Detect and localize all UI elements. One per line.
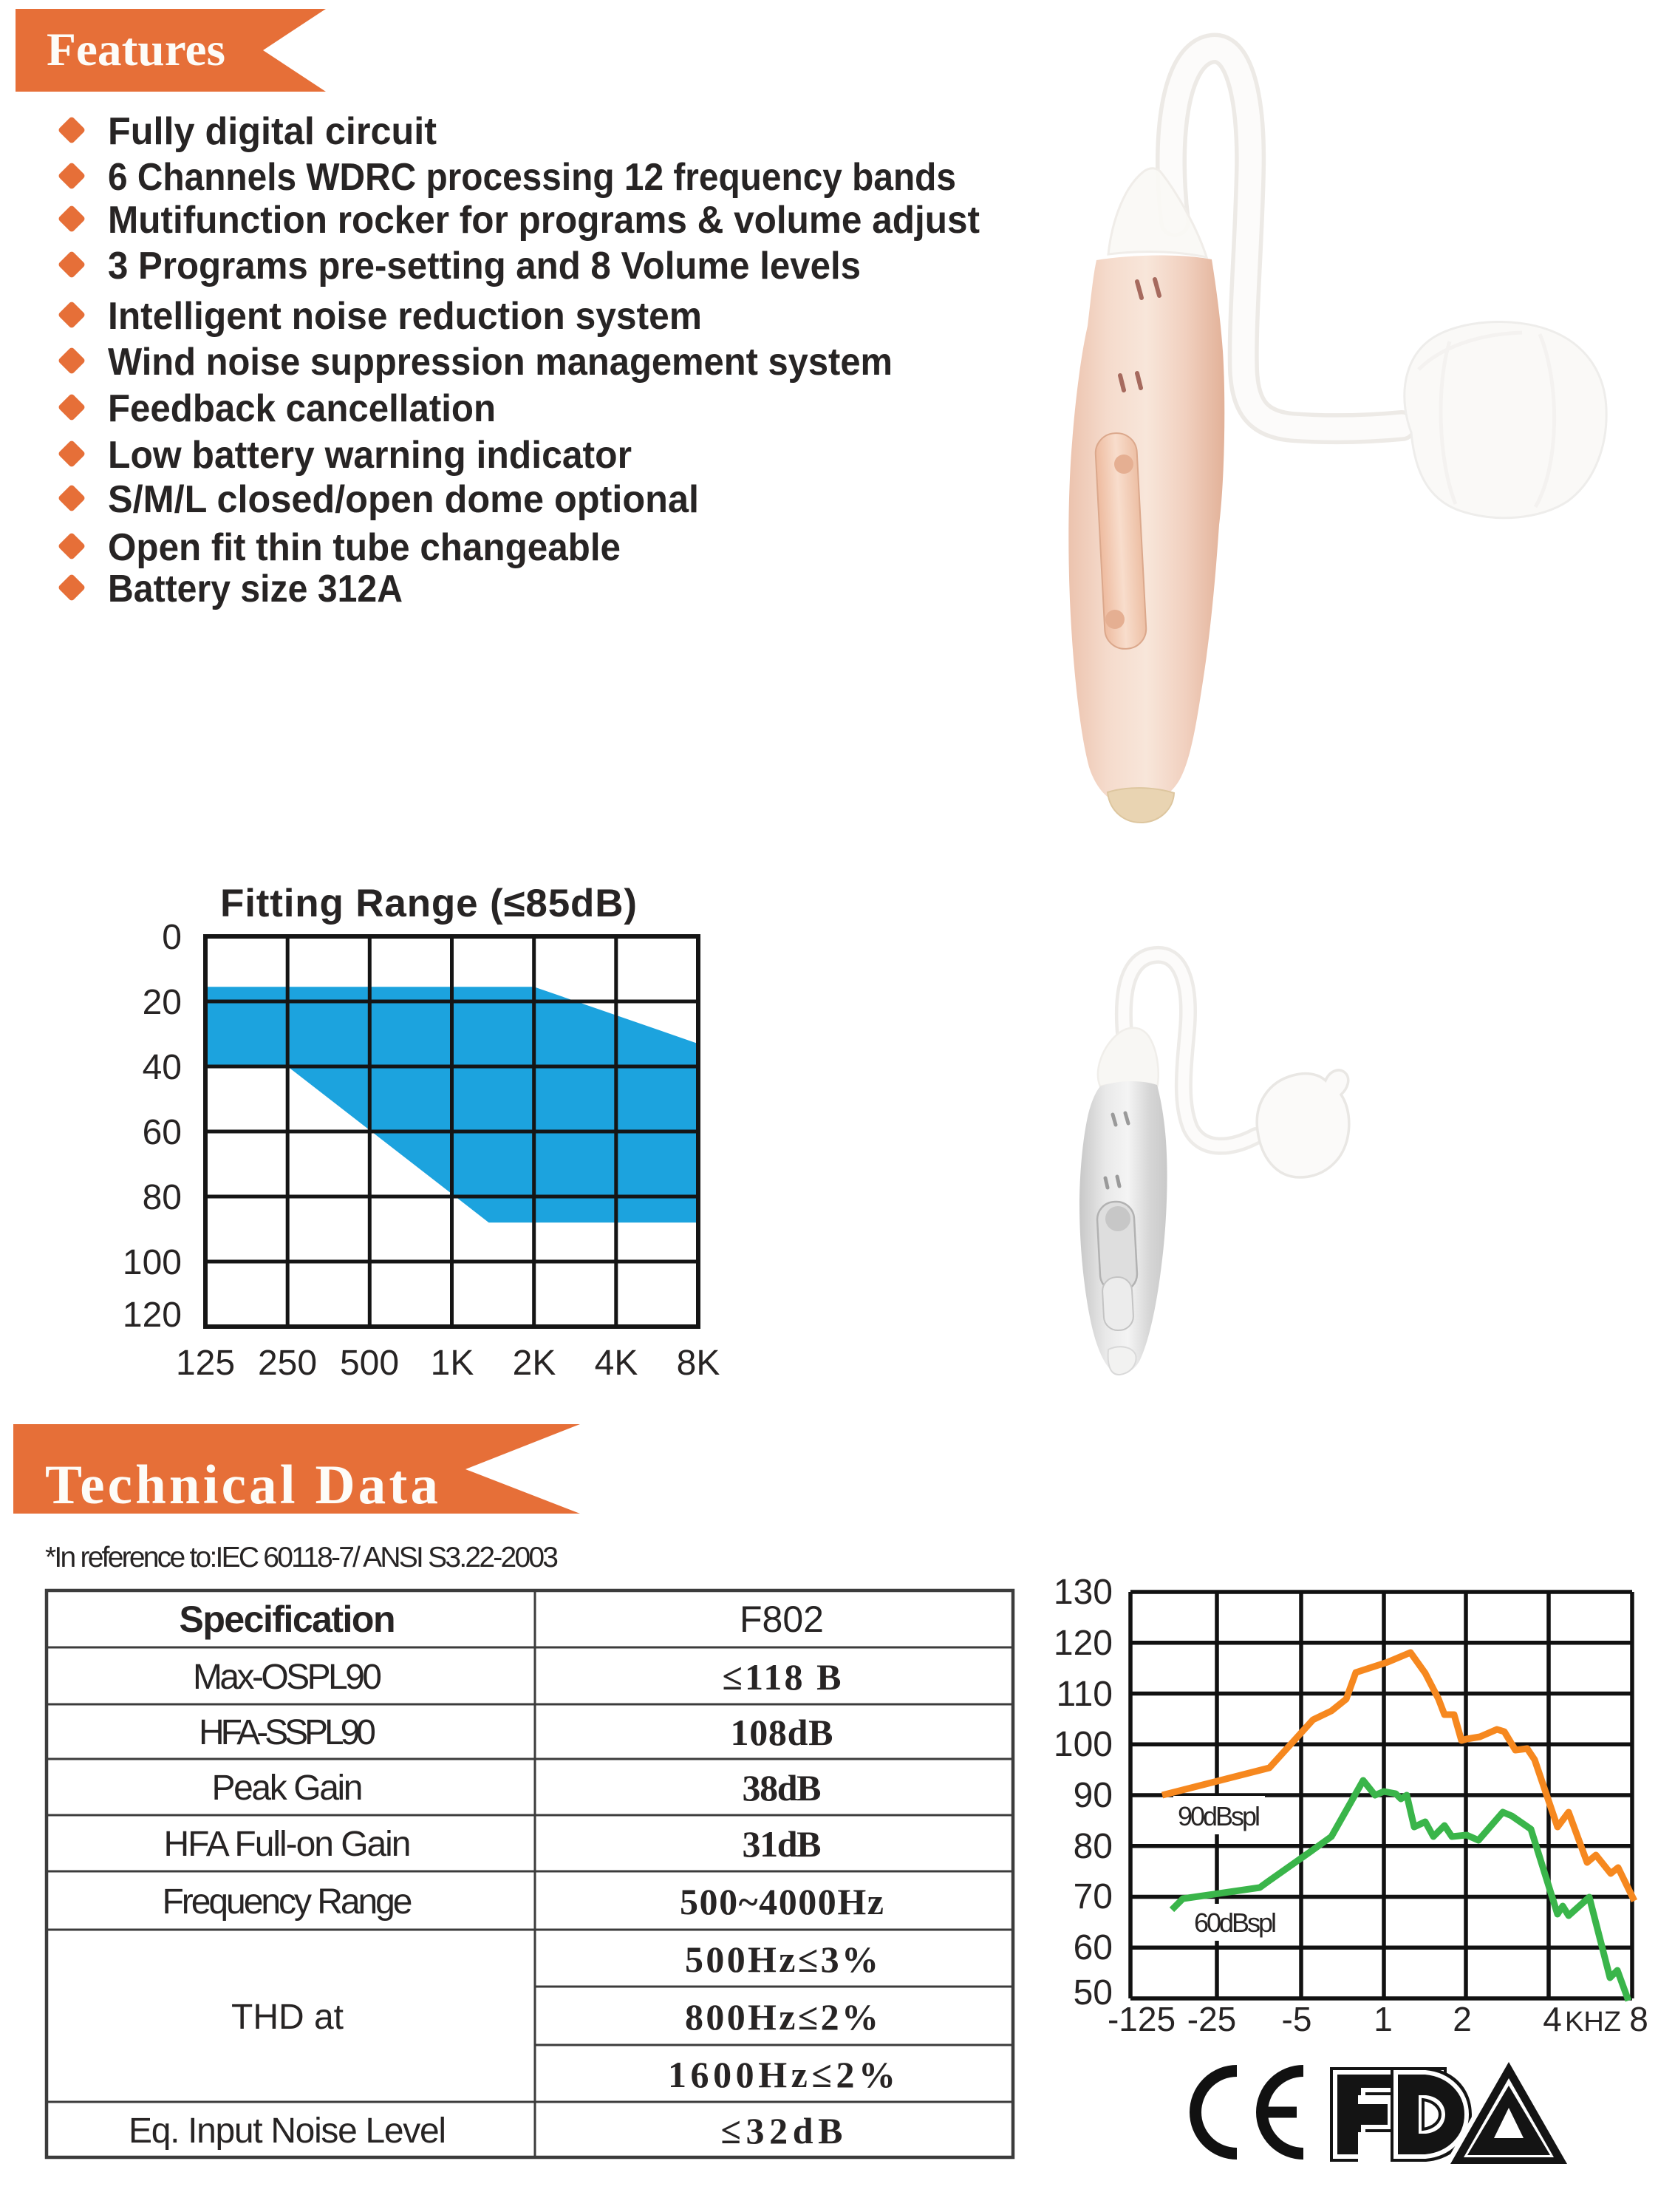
svg-text:60dBspl: 60dBspl [1194,1908,1277,1938]
svg-text:S/M/L closed/open dome optiona: S/M/L closed/open dome optional [108,478,699,521]
svg-text:125: 125 [176,1344,235,1383]
svg-text:Mutifunction rocker for progra: Mutifunction rocker for programs & volum… [108,199,980,242]
svg-text:60: 60 [1074,1928,1113,1967]
svg-text:1: 1 [1374,2000,1393,2038]
svg-text:2K: 2K [513,1344,556,1383]
svg-text:60: 60 [143,1113,182,1152]
svg-text:Peak Gain: Peak Gain [212,1769,364,1808]
svg-text:6 Channels WDRC processing 12: 6 Channels WDRC processing 12 frequency … [108,156,956,199]
svg-text:*In reference to:IEC 60118-7/: *In reference to:IEC 60118-7/ ANSI S3.22… [45,1542,559,1573]
svg-text:108dB: 108dB [731,1712,833,1753]
svg-text:38dB: 38dB [743,1767,822,1808]
svg-text:-25: -25 [1187,2000,1236,2038]
svg-text:31dB: 31dB [743,1823,822,1865]
svg-text:130: 130 [1054,1573,1113,1612]
svg-text:4K: 4K [595,1344,638,1383]
svg-text:250: 250 [258,1344,317,1383]
svg-text:HFA Full-on Gain: HFA Full-on Gain [164,1825,412,1864]
svg-text:Frequency Range: Frequency Range [163,1882,413,1922]
svg-text:Fitting Range (≤85dB): Fitting Range (≤85dB) [220,882,637,925]
svg-text:120: 120 [123,1296,182,1335]
svg-text:40: 40 [143,1048,182,1087]
svg-text:Eq. Input Noise Level: Eq. Input Noise Level [129,2111,446,2151]
svg-text:Open fit thin tube changeable: Open fit thin tube changeable [108,526,621,569]
svg-text:50: 50 [1074,1973,1113,2012]
svg-text:Features: Features [47,23,225,75]
svg-text:70: 70 [1074,1877,1113,1916]
svg-text:3 Programs pre-setting and 8 V: 3 Programs pre-setting and 8 Volume leve… [108,245,861,287]
svg-text:≤32dB: ≤32dB [721,2110,843,2151]
svg-text:110: 110 [1056,1675,1113,1714]
svg-text:1K: 1K [431,1344,474,1383]
svg-text:100: 100 [1054,1725,1113,1764]
svg-text:KHZ: KHZ [1565,2007,1621,2038]
svg-text:Wind noise suppression managem: Wind noise suppression management system [108,341,893,384]
svg-text:HFA-SSPL90: HFA-SSPL90 [199,1713,376,1752]
svg-text:8: 8 [1629,2000,1648,2038]
svg-text:120: 120 [1054,1624,1113,1663]
svg-text:1600Hz≤2%: 1600Hz≤2% [668,2054,895,2095]
svg-text:Battery size 312A: Battery size 312A [108,568,403,610]
svg-text:20: 20 [143,983,182,1022]
svg-text:Max-OSPL90: Max-OSPL90 [193,1658,382,1697]
svg-text:Feedback cancellation: Feedback cancellation [108,387,496,430]
svg-text:Specification: Specification [180,1599,396,1640]
svg-text:4: 4 [1543,2000,1562,2038]
svg-text:500: 500 [340,1344,399,1383]
svg-text:≤118 B: ≤118 B [723,1656,842,1698]
svg-text:Fully digital circuit: Fully digital circuit [108,110,437,153]
svg-text:Intelligent noise reduction sy: Intelligent noise reduction system [108,295,702,338]
svg-text:90: 90 [1074,1776,1113,1815]
svg-text:2: 2 [1453,2000,1472,2038]
svg-text:500Hz≤3%: 500Hz≤3% [685,1939,879,1980]
svg-text:-5: -5 [1282,2000,1312,2038]
svg-text:500~4000Hz: 500~4000Hz [680,1881,884,1922]
svg-text:80: 80 [143,1178,182,1217]
svg-text:100: 100 [123,1243,182,1282]
svg-text:80: 80 [1074,1827,1113,1866]
svg-text:8K: 8K [677,1344,720,1383]
svg-text:800Hz≤2%: 800Hz≤2% [685,1996,879,2038]
svg-text:-125: -125 [1108,2000,1176,2038]
svg-text:90dBspl: 90dBspl [1178,1801,1260,1831]
svg-text:F802: F802 [740,1599,824,1640]
svg-text:Technical Data: Technical Data [45,1454,438,1516]
svg-text:Low battery warning indicator: Low battery warning indicator [108,434,632,477]
svg-text:THD at: THD at [231,1998,344,2037]
svg-text:0: 0 [162,918,182,957]
